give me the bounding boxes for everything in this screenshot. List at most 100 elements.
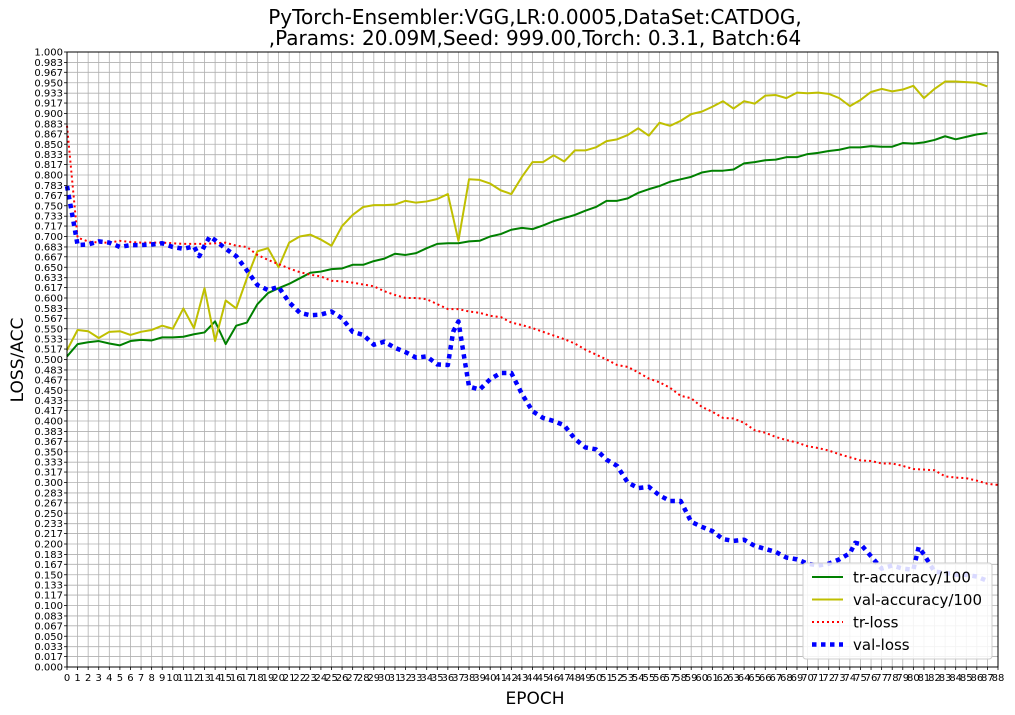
x-tick-label: 77 <box>875 673 888 684</box>
y-tick-label: 0.067 <box>34 621 63 632</box>
y-tick-label: 0.483 <box>34 365 63 376</box>
x-tick-label: 9 <box>159 673 165 684</box>
x-tick-label: 33 <box>410 673 423 684</box>
y-tick-label: 0.167 <box>34 560 63 571</box>
y-tick-label: 0.200 <box>34 540 63 551</box>
x-tick-label: 61 <box>706 673 719 684</box>
plot-frame <box>66 51 999 668</box>
x-tick-label: 84 <box>949 673 962 684</box>
x-tick-label: 42 <box>505 673 518 684</box>
x-tick-label: 86 <box>970 673 983 684</box>
y-tick-label: 0.667 <box>34 252 63 263</box>
x-tick-label: 43 <box>516 673 529 684</box>
x-tick-label: 24 <box>315 673 328 684</box>
y-tick-label: 0.550 <box>34 324 63 335</box>
x-tick-label: 10 <box>166 673 179 684</box>
y-axis-ticks: 0.0000.0170.0330.0500.0670.0830.1000.117… <box>34 48 67 674</box>
y-tick-label: 0.817 <box>34 160 63 171</box>
y-tick-label: 0.117 <box>34 591 63 602</box>
x-axis-label: EPOCH <box>505 689 564 709</box>
y-tick-label: 0.433 <box>34 396 63 407</box>
y-tick-label: 0.250 <box>34 509 63 520</box>
x-tick-label: 4 <box>106 673 112 684</box>
x-tick-label: 58 <box>674 673 687 684</box>
y-tick-label: 0.300 <box>34 478 63 489</box>
y-tick-label: 0.050 <box>34 632 63 643</box>
x-tick-label: 51 <box>600 673 613 684</box>
x-tick-label: 27 <box>346 673 359 684</box>
legend-label: val-loss <box>853 636 910 654</box>
y-tick-label: 0.150 <box>34 570 63 581</box>
x-tick-label: 67 <box>769 673 782 684</box>
y-tick-label: 0.650 <box>34 263 63 274</box>
x-tick-label: 7 <box>138 673 144 684</box>
x-tick-label: 25 <box>325 673 338 684</box>
legend-label: tr-accuracy/100 <box>853 569 971 587</box>
x-tick-label: 35 <box>431 673 444 684</box>
x-tick-label: 54 <box>632 673 645 684</box>
x-tick-label: 28 <box>357 673 370 684</box>
x-tick-label: 40 <box>484 673 497 684</box>
y-tick-label: 0.567 <box>34 314 63 325</box>
x-tick-label: 0 <box>64 673 70 684</box>
y-tick-label: 0.183 <box>34 550 63 561</box>
x-tick-label: 52 <box>611 673 624 684</box>
y-tick-label: 0.950 <box>34 78 63 89</box>
x-tick-label: 73 <box>833 673 846 684</box>
x-tick-label: 20 <box>272 673 285 684</box>
x-tick-label: 32 <box>399 673 412 684</box>
x-tick-label: 13 <box>198 673 211 684</box>
x-tick-label: 49 <box>579 673 592 684</box>
y-tick-label: 0.500 <box>34 355 63 366</box>
x-tick-label: 31 <box>389 673 402 684</box>
x-tick-label: 56 <box>653 673 666 684</box>
x-tick-label: 46 <box>547 673 560 684</box>
x-tick-label: 59 <box>685 673 698 684</box>
x-tick-label: 57 <box>664 673 677 684</box>
y-tick-label: 0.867 <box>34 129 63 140</box>
y-tick-label: 0.683 <box>34 242 63 253</box>
legend-box <box>802 562 993 660</box>
x-tick-label: 79 <box>896 673 909 684</box>
y-tick-label: 0.383 <box>34 427 63 438</box>
y-tick-label: 1.000 <box>34 48 63 59</box>
x-tick-label: 53 <box>621 673 634 684</box>
chart-title-line-2: ,Params: 20.09M,Seed: 999.00,Torch: 0.3.… <box>269 26 801 50</box>
x-tick-label: 64 <box>738 673 751 684</box>
x-tick-label: 70 <box>801 673 814 684</box>
x-axis-ticks: 0 1 2 3 4 5 6 7 8 9 101112131415161718192021222324… <box>64 667 1004 684</box>
x-tick-label: 74 <box>844 673 857 684</box>
y-tick-label: 0.917 <box>34 99 63 110</box>
y-tick-label: 0.517 <box>34 345 63 356</box>
y-tick-label: 0.700 <box>34 232 63 243</box>
y-tick-label: 0.083 <box>34 611 63 622</box>
y-tick-label: 0.933 <box>34 89 63 100</box>
y-tick-label: 0.000 <box>34 663 63 674</box>
x-tick-label: 63 <box>727 673 740 684</box>
x-tick-label: 45 <box>537 673 550 684</box>
chart-title-line-1: PyTorch-Ensembler:VGG,LR:0.0005,DataSet:… <box>268 5 802 29</box>
x-tick-label: 44 <box>526 673 539 684</box>
y-tick-label: 0.333 <box>34 458 63 469</box>
x-tick-label: 14 <box>209 673 222 684</box>
x-tick-label: 22 <box>293 673 306 684</box>
x-tick-label: 85 <box>960 673 973 684</box>
y-tick-label: 0.417 <box>34 406 63 417</box>
x-tick-label: 48 <box>568 673 581 684</box>
x-tick-label: 69 <box>791 673 804 684</box>
y-tick-label: 0.217 <box>34 529 63 540</box>
y-tick-label: 0.967 <box>34 68 63 79</box>
y-tick-label: 0.883 <box>34 119 63 130</box>
y-tick-label: 0.850 <box>34 140 63 151</box>
y-tick-label: 0.017 <box>34 652 63 663</box>
y-tick-label: 0.583 <box>34 304 63 315</box>
x-tick-label: 6 <box>127 673 133 684</box>
x-tick-label: 21 <box>283 673 296 684</box>
x-tick-label: 26 <box>336 673 349 684</box>
x-tick-label: 23 <box>304 673 317 684</box>
x-tick-label: 80 <box>907 673 920 684</box>
x-tick-label: 71 <box>812 673 825 684</box>
x-tick-label: 30 <box>378 673 391 684</box>
x-tick-label: 41 <box>494 673 507 684</box>
